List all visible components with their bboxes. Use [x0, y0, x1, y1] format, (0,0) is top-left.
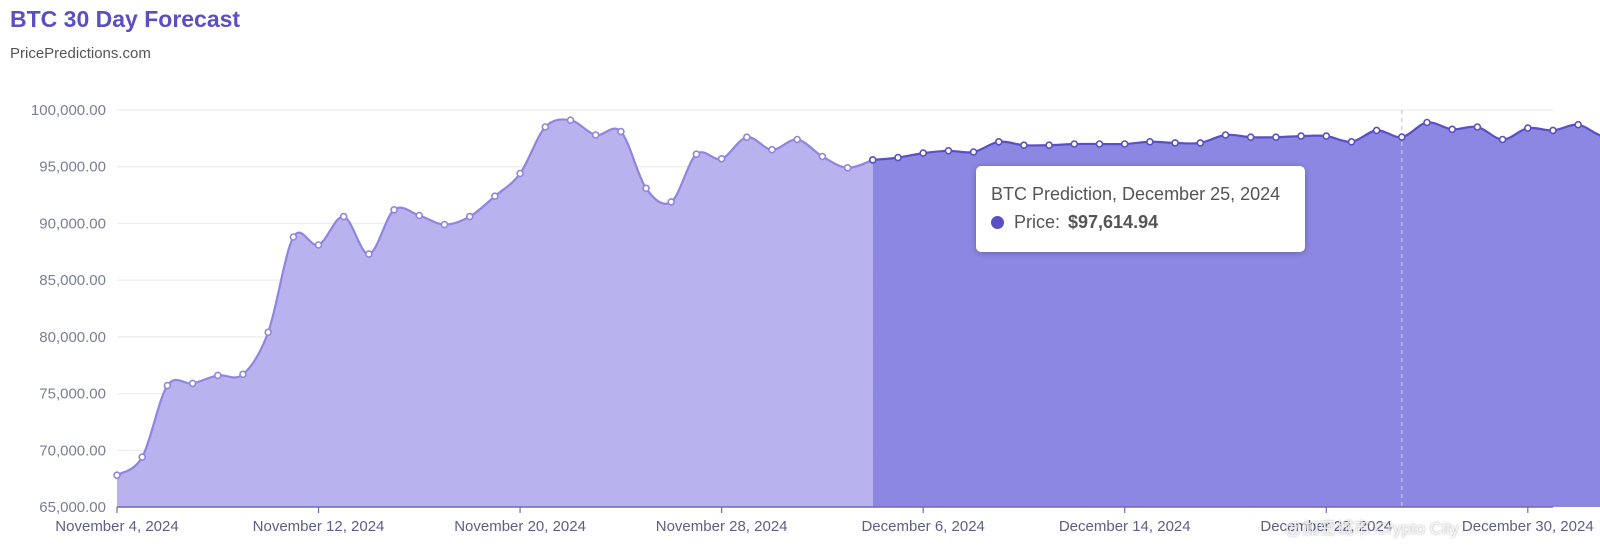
data-point[interactable]: [163, 381, 172, 390]
data-point[interactable]: [1020, 141, 1028, 149]
data-point[interactable]: [365, 250, 373, 258]
data-point[interactable]: [969, 148, 978, 156]
data-point[interactable]: [1272, 133, 1280, 141]
data-point[interactable]: [541, 123, 550, 131]
axes: [116, 506, 1553, 513]
data-point[interactable]: [314, 241, 323, 249]
data-point[interactable]: [113, 471, 121, 480]
data-point[interactable]: [239, 370, 247, 379]
x-tick-label: November 28, 2024: [656, 518, 788, 535]
data-point[interactable]: [1498, 135, 1507, 144]
data-point[interactable]: [1322, 132, 1331, 140]
data-point[interactable]: [843, 164, 852, 172]
y-tick-label: 100,000.00: [31, 102, 106, 119]
data-point[interactable]: [768, 145, 776, 154]
data-point[interactable]: [1171, 139, 1179, 147]
series-color-dot: [991, 216, 1004, 229]
data-point[interactable]: [667, 198, 676, 206]
data-point[interactable]: [440, 220, 449, 229]
chart-source: PricePredictions.com: [10, 45, 151, 62]
data-point[interactable]: [894, 153, 902, 162]
data-point[interactable]: [516, 169, 524, 178]
data-point[interactable]: [818, 152, 827, 161]
data-point[interactable]: [1146, 138, 1154, 146]
x-tick-label: December 6, 2024: [861, 518, 984, 535]
y-tick-label: 70,000.00: [39, 442, 106, 459]
data-point[interactable]: [1549, 126, 1557, 135]
data-point[interactable]: [994, 138, 1003, 146]
y-tick-label: 90,000.00: [39, 215, 106, 232]
data-point[interactable]: [1297, 132, 1305, 140]
data-point[interactable]: [1473, 123, 1482, 131]
data-point[interactable]: [1246, 133, 1255, 141]
data-point[interactable]: [591, 131, 600, 139]
data-point[interactable]: [919, 149, 928, 157]
data-point[interactable]: [465, 212, 474, 221]
data-points[interactable]: [113, 116, 1600, 480]
data-point[interactable]: [868, 156, 877, 164]
data-point[interactable]: [214, 371, 222, 380]
x-tick-label: December 30, 2024: [1462, 518, 1594, 535]
x-tick-label: November 12, 2024: [253, 518, 385, 535]
data-point[interactable]: [1574, 120, 1582, 129]
data-point[interactable]: [1070, 140, 1079, 148]
data-point[interactable]: [1423, 118, 1431, 127]
data-point[interactable]: [1045, 141, 1053, 149]
data-point[interactable]: [944, 147, 953, 155]
y-tick-label: 80,000.00: [39, 329, 106, 346]
data-point[interactable]: [692, 150, 701, 158]
data-point[interactable]: [1398, 133, 1406, 141]
data-point[interactable]: [264, 328, 273, 337]
price-tooltip: BTC Prediction, December 25, 2024 Price:…: [976, 166, 1305, 252]
x-tick-label: December 22, 2024: [1260, 518, 1392, 535]
data-point[interactable]: [1196, 139, 1205, 147]
data-point[interactable]: [566, 116, 575, 124]
x-tick-label: November 4, 2024: [55, 518, 178, 535]
data-point[interactable]: [1095, 140, 1104, 148]
data-point[interactable]: [1221, 131, 1230, 139]
series-areas: [117, 119, 1600, 508]
data-point[interactable]: [617, 127, 625, 136]
y-tick-label: 95,000.00: [39, 159, 106, 176]
y-tick-label: 75,000.00: [39, 386, 106, 403]
x-tick-label: November 20, 2024: [454, 518, 586, 535]
tooltip-label: Price:: [1014, 212, 1061, 232]
y-tick-label: 65,000.00: [39, 499, 106, 516]
tooltip-value: $97,614.94: [1068, 212, 1159, 232]
data-point[interactable]: [339, 212, 348, 221]
y-tick-label: 85,000.00: [39, 272, 106, 289]
x-tick-label: December 14, 2024: [1059, 518, 1191, 535]
data-point[interactable]: [1524, 124, 1532, 132]
data-point[interactable]: [138, 453, 146, 461]
data-point[interactable]: [1448, 125, 1456, 134]
data-point[interactable]: [188, 379, 197, 388]
data-point[interactable]: [717, 155, 726, 163]
series-1-area: [117, 119, 873, 508]
data-point[interactable]: [1120, 140, 1129, 148]
tooltip-title: BTC Prediction, December 25, 2024: [991, 184, 1281, 204]
x-axis-labels: November 4, 2024 November 12, 2024 Novembe…: [55, 518, 1593, 535]
data-point[interactable]: [642, 184, 650, 193]
data-point[interactable]: [390, 206, 398, 214]
watermark: @加密城市 Crypto City: [1285, 519, 1460, 538]
data-point[interactable]: [289, 233, 298, 241]
chart-title: BTC 30 Day Forecast: [10, 6, 241, 32]
data-point[interactable]: [1347, 138, 1356, 146]
data-point[interactable]: [793, 135, 802, 144]
data-point[interactable]: [415, 211, 424, 220]
data-point[interactable]: [742, 133, 751, 141]
data-point[interactable]: [491, 192, 499, 200]
y-axis-labels: 65,000.00 70,000.00 75,000.00 80,000.00 85,0…: [31, 102, 106, 516]
data-point[interactable]: [1372, 126, 1381, 135]
